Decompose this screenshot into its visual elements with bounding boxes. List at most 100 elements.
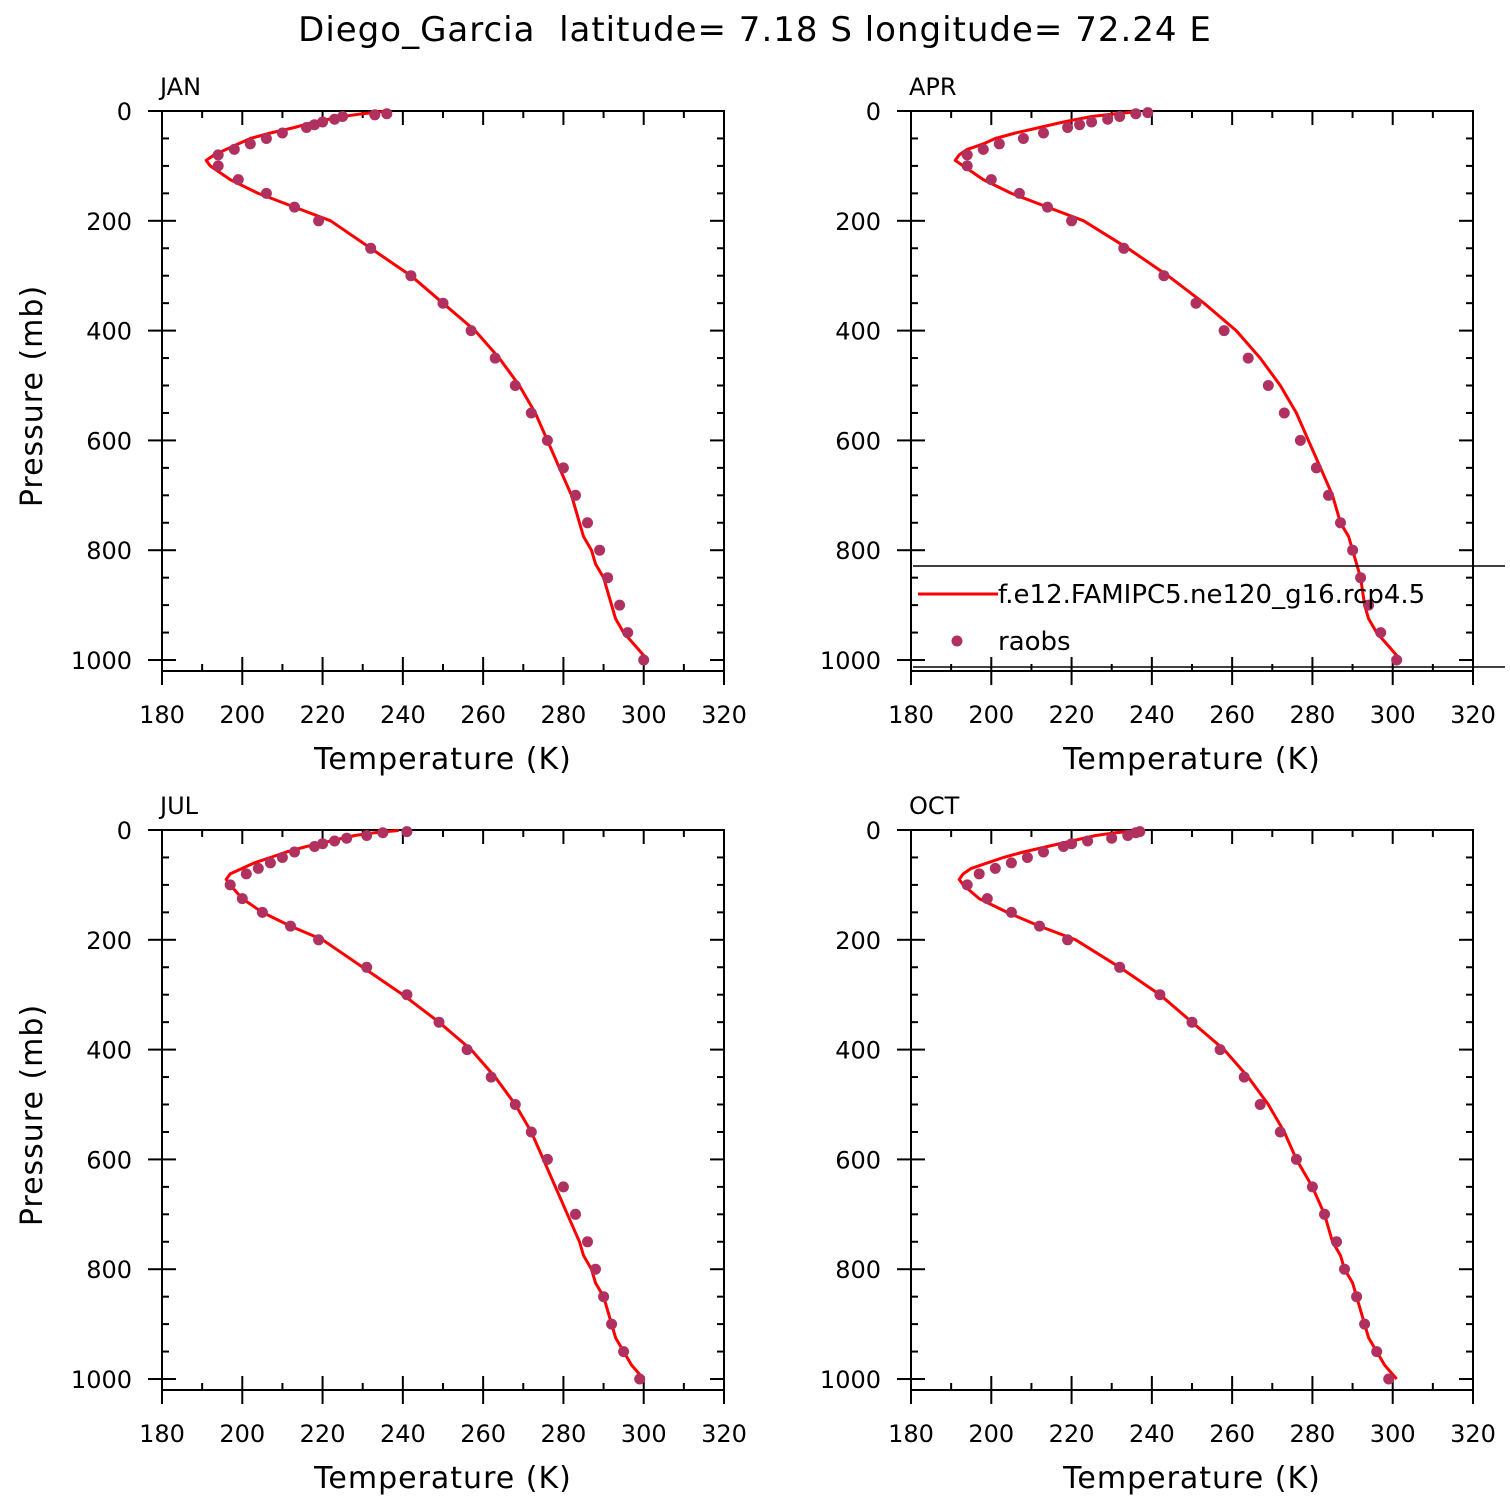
- x-tick-label: 200: [968, 701, 1014, 729]
- y-tick-label: 1000: [71, 1366, 132, 1394]
- y-tick-label: 1000: [820, 647, 881, 675]
- raobs-point: [570, 1208, 581, 1220]
- panel-label: OCT: [909, 792, 960, 820]
- y-tick-label: 800: [86, 537, 132, 565]
- raobs-point: [212, 149, 224, 161]
- raobs-point: [1319, 1208, 1330, 1220]
- raobs-point: [1082, 835, 1094, 847]
- raobs-point: [1274, 1126, 1286, 1138]
- y-tick-label: 800: [86, 1256, 132, 1284]
- raobs-point: [1306, 1181, 1318, 1193]
- raobs-point: [1034, 920, 1045, 932]
- raobs-point: [1339, 1263, 1350, 1275]
- y-tick-label: 1000: [71, 647, 132, 675]
- x-tick-label: 220: [300, 701, 346, 729]
- raobs-point: [1190, 297, 1202, 309]
- raobs-point: [461, 1044, 473, 1056]
- y-tick-label: 400: [835, 318, 881, 346]
- raobs-point: [622, 627, 634, 639]
- raobs-point: [1142, 107, 1154, 119]
- raobs-point: [541, 1153, 553, 1165]
- raobs-point: [381, 108, 393, 120]
- x-tick-label: 220: [1049, 1420, 1095, 1448]
- raobs-point: [264, 857, 276, 869]
- x-axis-title: Temperature (K): [1062, 742, 1321, 777]
- y-tick-label: 400: [86, 318, 132, 346]
- raobs-point: [1375, 627, 1387, 639]
- raobs-point: [1074, 119, 1086, 131]
- x-tick-label: 320: [701, 1420, 747, 1448]
- raobs-point: [401, 989, 413, 1001]
- raobs-point: [961, 149, 973, 161]
- raobs-point: [365, 242, 377, 254]
- raobs-point: [1017, 133, 1029, 144]
- y-tick-label: 0: [866, 817, 881, 845]
- x-tick-label: 280: [541, 701, 587, 729]
- raobs-point: [317, 116, 329, 128]
- raobs-point: [634, 1373, 646, 1385]
- raobs-point: [1238, 1071, 1250, 1083]
- x-tick-label: 300: [1370, 701, 1416, 729]
- plot-frame: [161, 829, 725, 1391]
- raobs-point: [489, 352, 501, 364]
- raobs-point: [437, 297, 449, 309]
- y-tick-label: 800: [835, 1256, 881, 1284]
- raobs-point: [260, 133, 272, 144]
- raobs-point: [1347, 544, 1359, 556]
- raobs-point: [1371, 1346, 1383, 1358]
- raobs-point: [361, 961, 373, 973]
- x-tick-label: 180: [139, 701, 185, 729]
- raobs-point: [961, 879, 973, 891]
- raobs-point: [276, 127, 288, 139]
- model-profile-line: [224, 829, 645, 1380]
- raobs-point: [236, 893, 248, 905]
- x-tick-label: 320: [1450, 1420, 1496, 1448]
- raobs-point: [981, 893, 993, 905]
- raobs-point: [961, 160, 973, 172]
- x-tick-label: 280: [541, 1420, 587, 1448]
- y-tick-label: 200: [86, 927, 132, 955]
- raobs-point: [1331, 1236, 1342, 1248]
- plot-frame: [161, 110, 725, 672]
- x-tick-label: 180: [139, 1420, 185, 1448]
- y-axis-title: Pressure (mb): [15, 1004, 50, 1226]
- raobs-point: [485, 1071, 497, 1083]
- panel-label: APR: [909, 73, 957, 101]
- raobs-point: [212, 160, 224, 172]
- raobs-point: [337, 111, 349, 122]
- raobs-point: [1038, 846, 1049, 858]
- raobs-point: [361, 830, 373, 841]
- raobs-point: [557, 462, 569, 474]
- raobs-point: [1013, 187, 1025, 199]
- raobs-point: [377, 827, 389, 839]
- x-tick-label: 200: [219, 701, 265, 729]
- raobs-point: [1042, 201, 1053, 213]
- raobs-point: [1130, 108, 1142, 120]
- raobs-point: [240, 868, 252, 880]
- legend-marker-swatch: [951, 635, 963, 647]
- x-axis-title: Temperature (K): [1062, 1461, 1321, 1496]
- raobs-point: [1290, 1153, 1302, 1165]
- raobs-point: [1359, 1318, 1371, 1330]
- raobs-point: [1355, 572, 1367, 584]
- y-tick-label: 800: [835, 537, 881, 565]
- y-tick-label: 600: [86, 427, 132, 455]
- y-tick-label: 400: [835, 1037, 881, 1065]
- raobs-point: [369, 109, 381, 121]
- raobs-point: [1383, 1373, 1395, 1385]
- y-tick-label: 200: [835, 208, 881, 236]
- y-tick-label: 0: [117, 817, 132, 845]
- raobs-point: [1154, 989, 1166, 1001]
- raobs-point: [1106, 832, 1118, 844]
- raobs-point: [1323, 489, 1334, 501]
- raobs-point: [1038, 127, 1049, 139]
- chart-title: Diego_Garcia latitude= 7.18 S longitude=…: [298, 10, 1212, 50]
- raobs-point: [614, 599, 626, 611]
- x-tick-label: 240: [1129, 1420, 1175, 1448]
- y-tick-label: 200: [835, 927, 881, 955]
- x-tick-label: 240: [1129, 701, 1175, 729]
- raobs-point: [260, 187, 272, 199]
- x-axis-title: Temperature (K): [313, 742, 572, 777]
